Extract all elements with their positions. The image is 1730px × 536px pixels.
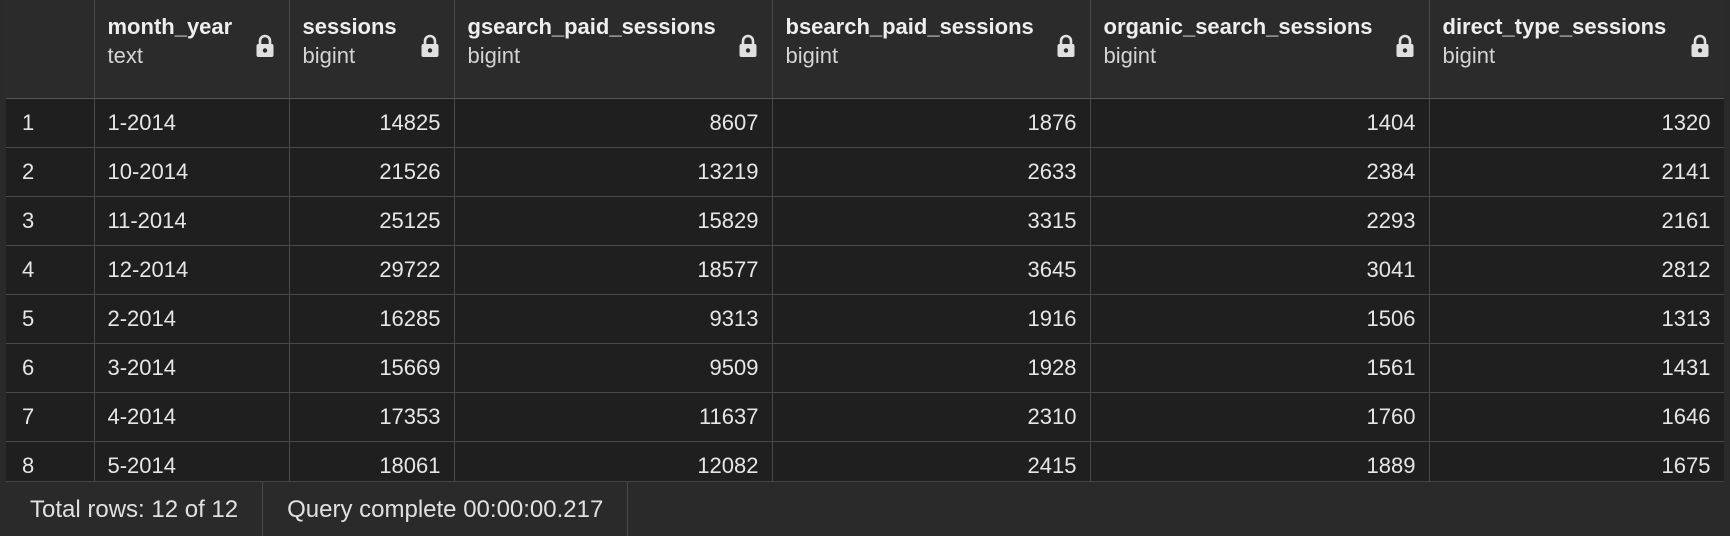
column-name: direct_type_sessions: [1442, 14, 1667, 39]
cell-sessions[interactable]: 21526: [289, 147, 455, 197]
cell-sessions[interactable]: 29722: [289, 245, 455, 295]
column-name: bsearch_paid_sessions: [785, 14, 1034, 39]
cell-month-year[interactable]: 12-2014: [94, 245, 290, 295]
cell-bsearch-paid-sessions[interactable]: 2633: [772, 147, 1091, 197]
table-row[interactable]: 3 11-2014 25125 15829 3315 2293 2161: [6, 196, 1724, 246]
cell-month-year[interactable]: 4-2014: [94, 392, 290, 442]
lock-icon: [1396, 34, 1413, 57]
row-number[interactable]: 5: [6, 294, 95, 344]
cell-bsearch-paid-sessions[interactable]: 1916: [772, 294, 1091, 344]
cell-organic-search-sessions[interactable]: 1889: [1090, 441, 1430, 481]
column-type: bigint: [785, 43, 839, 68]
row-number[interactable]: 8: [6, 441, 95, 481]
column-type: text: [107, 43, 143, 68]
lock-icon: [256, 34, 273, 57]
lock-icon: [739, 34, 756, 57]
row-number[interactable]: 4: [6, 245, 95, 295]
cell-bsearch-paid-sessions[interactable]: 2310: [772, 392, 1091, 442]
cell-month-year[interactable]: 10-2014: [94, 147, 290, 197]
status-bar: Total rows: 12 of 12 Query complete 00:0…: [6, 481, 1724, 536]
table-row[interactable]: 5 2-2014 16285 9313 1916 1506 1313: [6, 294, 1724, 344]
row-number[interactable]: 2: [6, 147, 95, 197]
cell-month-year[interactable]: 11-2014: [94, 196, 290, 246]
column-header-organic-search-sessions[interactable]: organic_search_sessions bigint: [1090, 0, 1430, 99]
lock-icon: [1691, 34, 1708, 57]
cell-gsearch-paid-sessions[interactable]: 11637: [454, 392, 773, 442]
cell-bsearch-paid-sessions[interactable]: 3645: [772, 245, 1091, 295]
column-header-bsearch-paid-sessions[interactable]: bsearch_paid_sessions bigint: [772, 0, 1091, 99]
cell-gsearch-paid-sessions[interactable]: 15829: [454, 196, 773, 246]
cell-gsearch-paid-sessions[interactable]: 12082: [454, 441, 773, 481]
cell-organic-search-sessions[interactable]: 3041: [1090, 245, 1430, 295]
cell-organic-search-sessions[interactable]: 2384: [1090, 147, 1430, 197]
query-complete-status: Query complete 00:00:00.217: [263, 482, 629, 536]
cell-organic-search-sessions[interactable]: 1506: [1090, 294, 1430, 344]
cell-bsearch-paid-sessions[interactable]: 1928: [772, 343, 1091, 393]
cell-bsearch-paid-sessions[interactable]: 2415: [772, 441, 1091, 481]
cell-sessions[interactable]: 16285: [289, 294, 455, 344]
cell-bsearch-paid-sessions[interactable]: 1876: [772, 98, 1091, 148]
cell-organic-search-sessions[interactable]: 2293: [1090, 196, 1430, 246]
cell-gsearch-paid-sessions[interactable]: 13219: [454, 147, 773, 197]
cell-direct-type-sessions[interactable]: 1431: [1429, 343, 1724, 393]
cell-organic-search-sessions[interactable]: 1561: [1090, 343, 1430, 393]
cell-direct-type-sessions[interactable]: 2161: [1429, 196, 1724, 246]
cell-gsearch-paid-sessions[interactable]: 18577: [454, 245, 773, 295]
cell-direct-type-sessions[interactable]: 2141: [1429, 147, 1724, 197]
row-number[interactable]: 3: [6, 196, 95, 246]
table-row[interactable]: 4 12-2014 29722 18577 3645 3041 2812: [6, 245, 1724, 295]
total-rows-status: Total rows: 12 of 12: [6, 482, 264, 536]
cell-sessions[interactable]: 25125: [289, 196, 455, 246]
header-row: month_year text sessions bigint: [6, 0, 1724, 99]
cell-month-year[interactable]: 5-2014: [94, 441, 290, 481]
cell-sessions[interactable]: 15669: [289, 343, 455, 393]
column-header-gsearch-paid-sessions[interactable]: gsearch_paid_sessions bigint: [454, 0, 773, 99]
cell-gsearch-paid-sessions[interactable]: 8607: [454, 98, 773, 148]
table-row[interactable]: 1 1-2014 14825 8607 1876 1404 1320: [6, 98, 1724, 148]
cell-sessions[interactable]: 14825: [289, 98, 455, 148]
cell-direct-type-sessions[interactable]: 1675: [1429, 441, 1724, 481]
cell-month-year[interactable]: 3-2014: [94, 343, 290, 393]
cell-sessions[interactable]: 18061: [289, 441, 455, 481]
cell-direct-type-sessions[interactable]: 1320: [1429, 98, 1724, 148]
table-row[interactable]: 2 10-2014 21526 13219 2633 2384 2141: [6, 147, 1724, 197]
column-name: sessions: [302, 14, 397, 39]
cell-direct-type-sessions[interactable]: 2812: [1429, 245, 1724, 295]
column-name: month_year: [107, 14, 233, 39]
cell-month-year[interactable]: 2-2014: [94, 294, 290, 344]
table-row[interactable]: 6 3-2014 15669 9509 1928 1561 1431: [6, 343, 1724, 393]
data-grid[interactable]: month_year text sessions bigint: [6, 0, 1724, 481]
row-number[interactable]: 1: [6, 98, 95, 148]
row-number[interactable]: 6: [6, 343, 95, 393]
column-type: bigint: [1442, 43, 1496, 68]
lock-icon: [1057, 34, 1074, 57]
cell-bsearch-paid-sessions[interactable]: 3315: [772, 196, 1091, 246]
cell-sessions[interactable]: 17353: [289, 392, 455, 442]
column-type: bigint: [467, 43, 521, 68]
cell-organic-search-sessions[interactable]: 1404: [1090, 98, 1430, 148]
table-row[interactable]: 7 4-2014 17353 11637 2310 1760 1646: [6, 392, 1724, 442]
cell-organic-search-sessions[interactable]: 1760: [1090, 392, 1430, 442]
column-header-direct-type-sessions[interactable]: direct_type_sessions bigint: [1429, 0, 1724, 99]
cell-gsearch-paid-sessions[interactable]: 9509: [454, 343, 773, 393]
row-number[interactable]: 7: [6, 392, 95, 442]
table-row[interactable]: 8 5-2014 18061 12082 2415 1889 1675: [6, 441, 1724, 481]
cell-month-year[interactable]: 1-2014: [94, 98, 290, 148]
column-header-sessions[interactable]: sessions bigint: [289, 0, 455, 99]
results-table: month_year text sessions bigint: [6, 0, 1724, 481]
cell-direct-type-sessions[interactable]: 1313: [1429, 294, 1724, 344]
column-name: organic_search_sessions: [1103, 14, 1373, 39]
lock-icon: [421, 34, 438, 57]
column-type: bigint: [1103, 43, 1157, 68]
column-header-month-year[interactable]: month_year text: [94, 0, 290, 99]
cell-direct-type-sessions[interactable]: 1646: [1429, 392, 1724, 442]
row-number-header[interactable]: [6, 0, 95, 99]
cell-gsearch-paid-sessions[interactable]: 9313: [454, 294, 773, 344]
column-type: bigint: [302, 43, 356, 68]
column-name: gsearch_paid_sessions: [467, 14, 716, 39]
